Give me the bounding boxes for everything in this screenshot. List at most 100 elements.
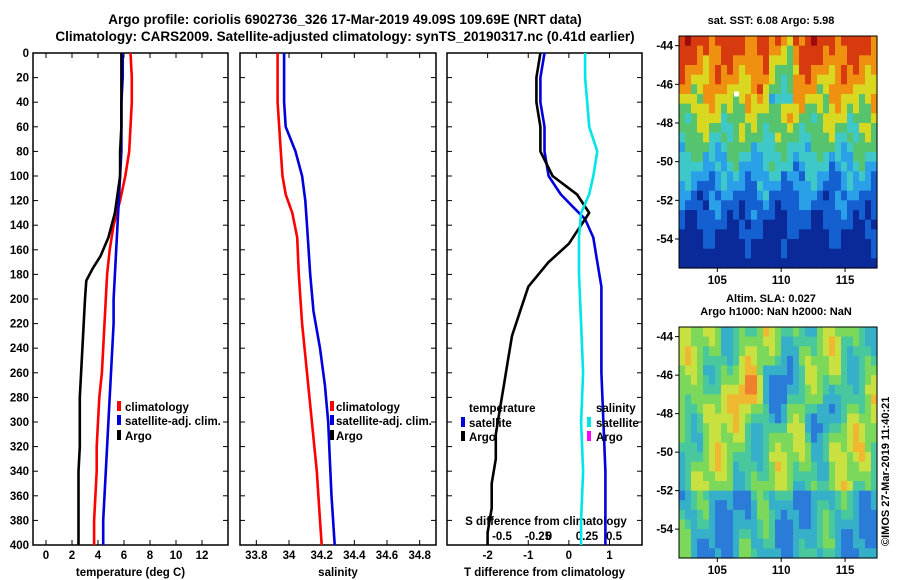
map-cell (835, 123, 842, 134)
map-cell (781, 327, 788, 338)
map-cell (715, 538, 722, 549)
map-cell (715, 519, 722, 530)
map-cell (697, 142, 704, 153)
map-cell (757, 375, 764, 386)
map-cell (769, 132, 776, 143)
map-cell (805, 404, 812, 415)
map-cell (841, 452, 848, 463)
map-cell (703, 84, 710, 95)
map-cell (775, 327, 782, 338)
map-cell (685, 423, 692, 434)
x-tick-label: -2 (483, 550, 493, 562)
map-cell (697, 384, 704, 395)
map-cell (859, 327, 866, 338)
map-cell (853, 538, 860, 549)
map-cell (871, 190, 878, 201)
map-cell (817, 36, 824, 47)
map-cell (757, 336, 764, 347)
map-cell (853, 336, 860, 347)
map-x-tick-label: 105 (708, 565, 728, 577)
map-cell (739, 519, 746, 530)
map-cell (817, 538, 824, 549)
map-cell (841, 413, 848, 424)
map-cell (715, 152, 722, 163)
map-cell (697, 548, 704, 559)
map-cell (841, 404, 848, 415)
map-cell (853, 375, 860, 386)
map-cell (685, 239, 692, 250)
map-cell (823, 336, 830, 347)
map-y-tick-label: -48 (656, 409, 673, 421)
map-cell (847, 375, 854, 386)
map-cell (727, 181, 734, 192)
map-cell (691, 123, 698, 134)
map-cell (853, 432, 860, 444)
map-cell (865, 123, 872, 134)
map-cell (811, 365, 818, 376)
map-cell (841, 200, 848, 211)
map-cell (751, 123, 758, 134)
map-cell (817, 171, 824, 182)
map-cell (697, 355, 704, 367)
map-cell (733, 384, 740, 395)
map-cell (763, 132, 770, 143)
map-cell (847, 94, 854, 105)
map-cell (721, 327, 728, 338)
map-cell (823, 45, 830, 56)
map-cell (847, 327, 854, 338)
map-cell (679, 355, 686, 367)
map-cell (859, 171, 866, 182)
map-cell (799, 258, 806, 269)
x-tick-label: 2 (69, 550, 75, 562)
map-cell (781, 346, 788, 357)
map-cell (685, 55, 692, 66)
map-cell (871, 490, 878, 501)
map-cell (715, 327, 722, 338)
map-cell (859, 461, 866, 472)
map-cell (793, 200, 800, 211)
map-cell (703, 103, 710, 114)
map-cell (745, 500, 752, 511)
map-cell (679, 65, 686, 76)
map-cell (757, 471, 764, 482)
map-cell (781, 529, 788, 540)
map-cell (787, 113, 794, 124)
map-cell (847, 171, 854, 182)
map-cell (727, 248, 734, 259)
map-cell (775, 413, 782, 424)
map-cell (829, 384, 836, 395)
map-cell (679, 181, 686, 192)
map-cell (751, 452, 758, 463)
map-cell (685, 181, 692, 192)
map-cell (793, 365, 800, 376)
map-cell (745, 248, 752, 259)
map-cell (817, 55, 824, 66)
map-cell (829, 442, 836, 453)
map-cell (763, 210, 770, 221)
map-cell (835, 239, 842, 250)
map-cell (817, 432, 824, 444)
map-cell (697, 365, 704, 376)
map-cell (703, 365, 710, 376)
map-cell (733, 84, 740, 95)
map-cell (679, 190, 686, 201)
map-cell (733, 538, 740, 549)
map-cell (817, 423, 824, 434)
map-cell (835, 346, 842, 357)
map-cell (805, 529, 812, 540)
map-cell (679, 452, 686, 463)
map-cell (691, 500, 698, 511)
map-cell (865, 519, 872, 530)
map-cell (811, 471, 818, 482)
map-cell (847, 200, 854, 211)
map-cell (781, 123, 788, 134)
map-cell (853, 394, 860, 405)
map-cell (805, 210, 812, 221)
map-cell (769, 375, 776, 386)
map-cell (853, 384, 860, 395)
map-cell (859, 132, 866, 143)
map-cell (739, 123, 746, 134)
map-cell (841, 355, 848, 367)
map-cell (799, 548, 806, 559)
